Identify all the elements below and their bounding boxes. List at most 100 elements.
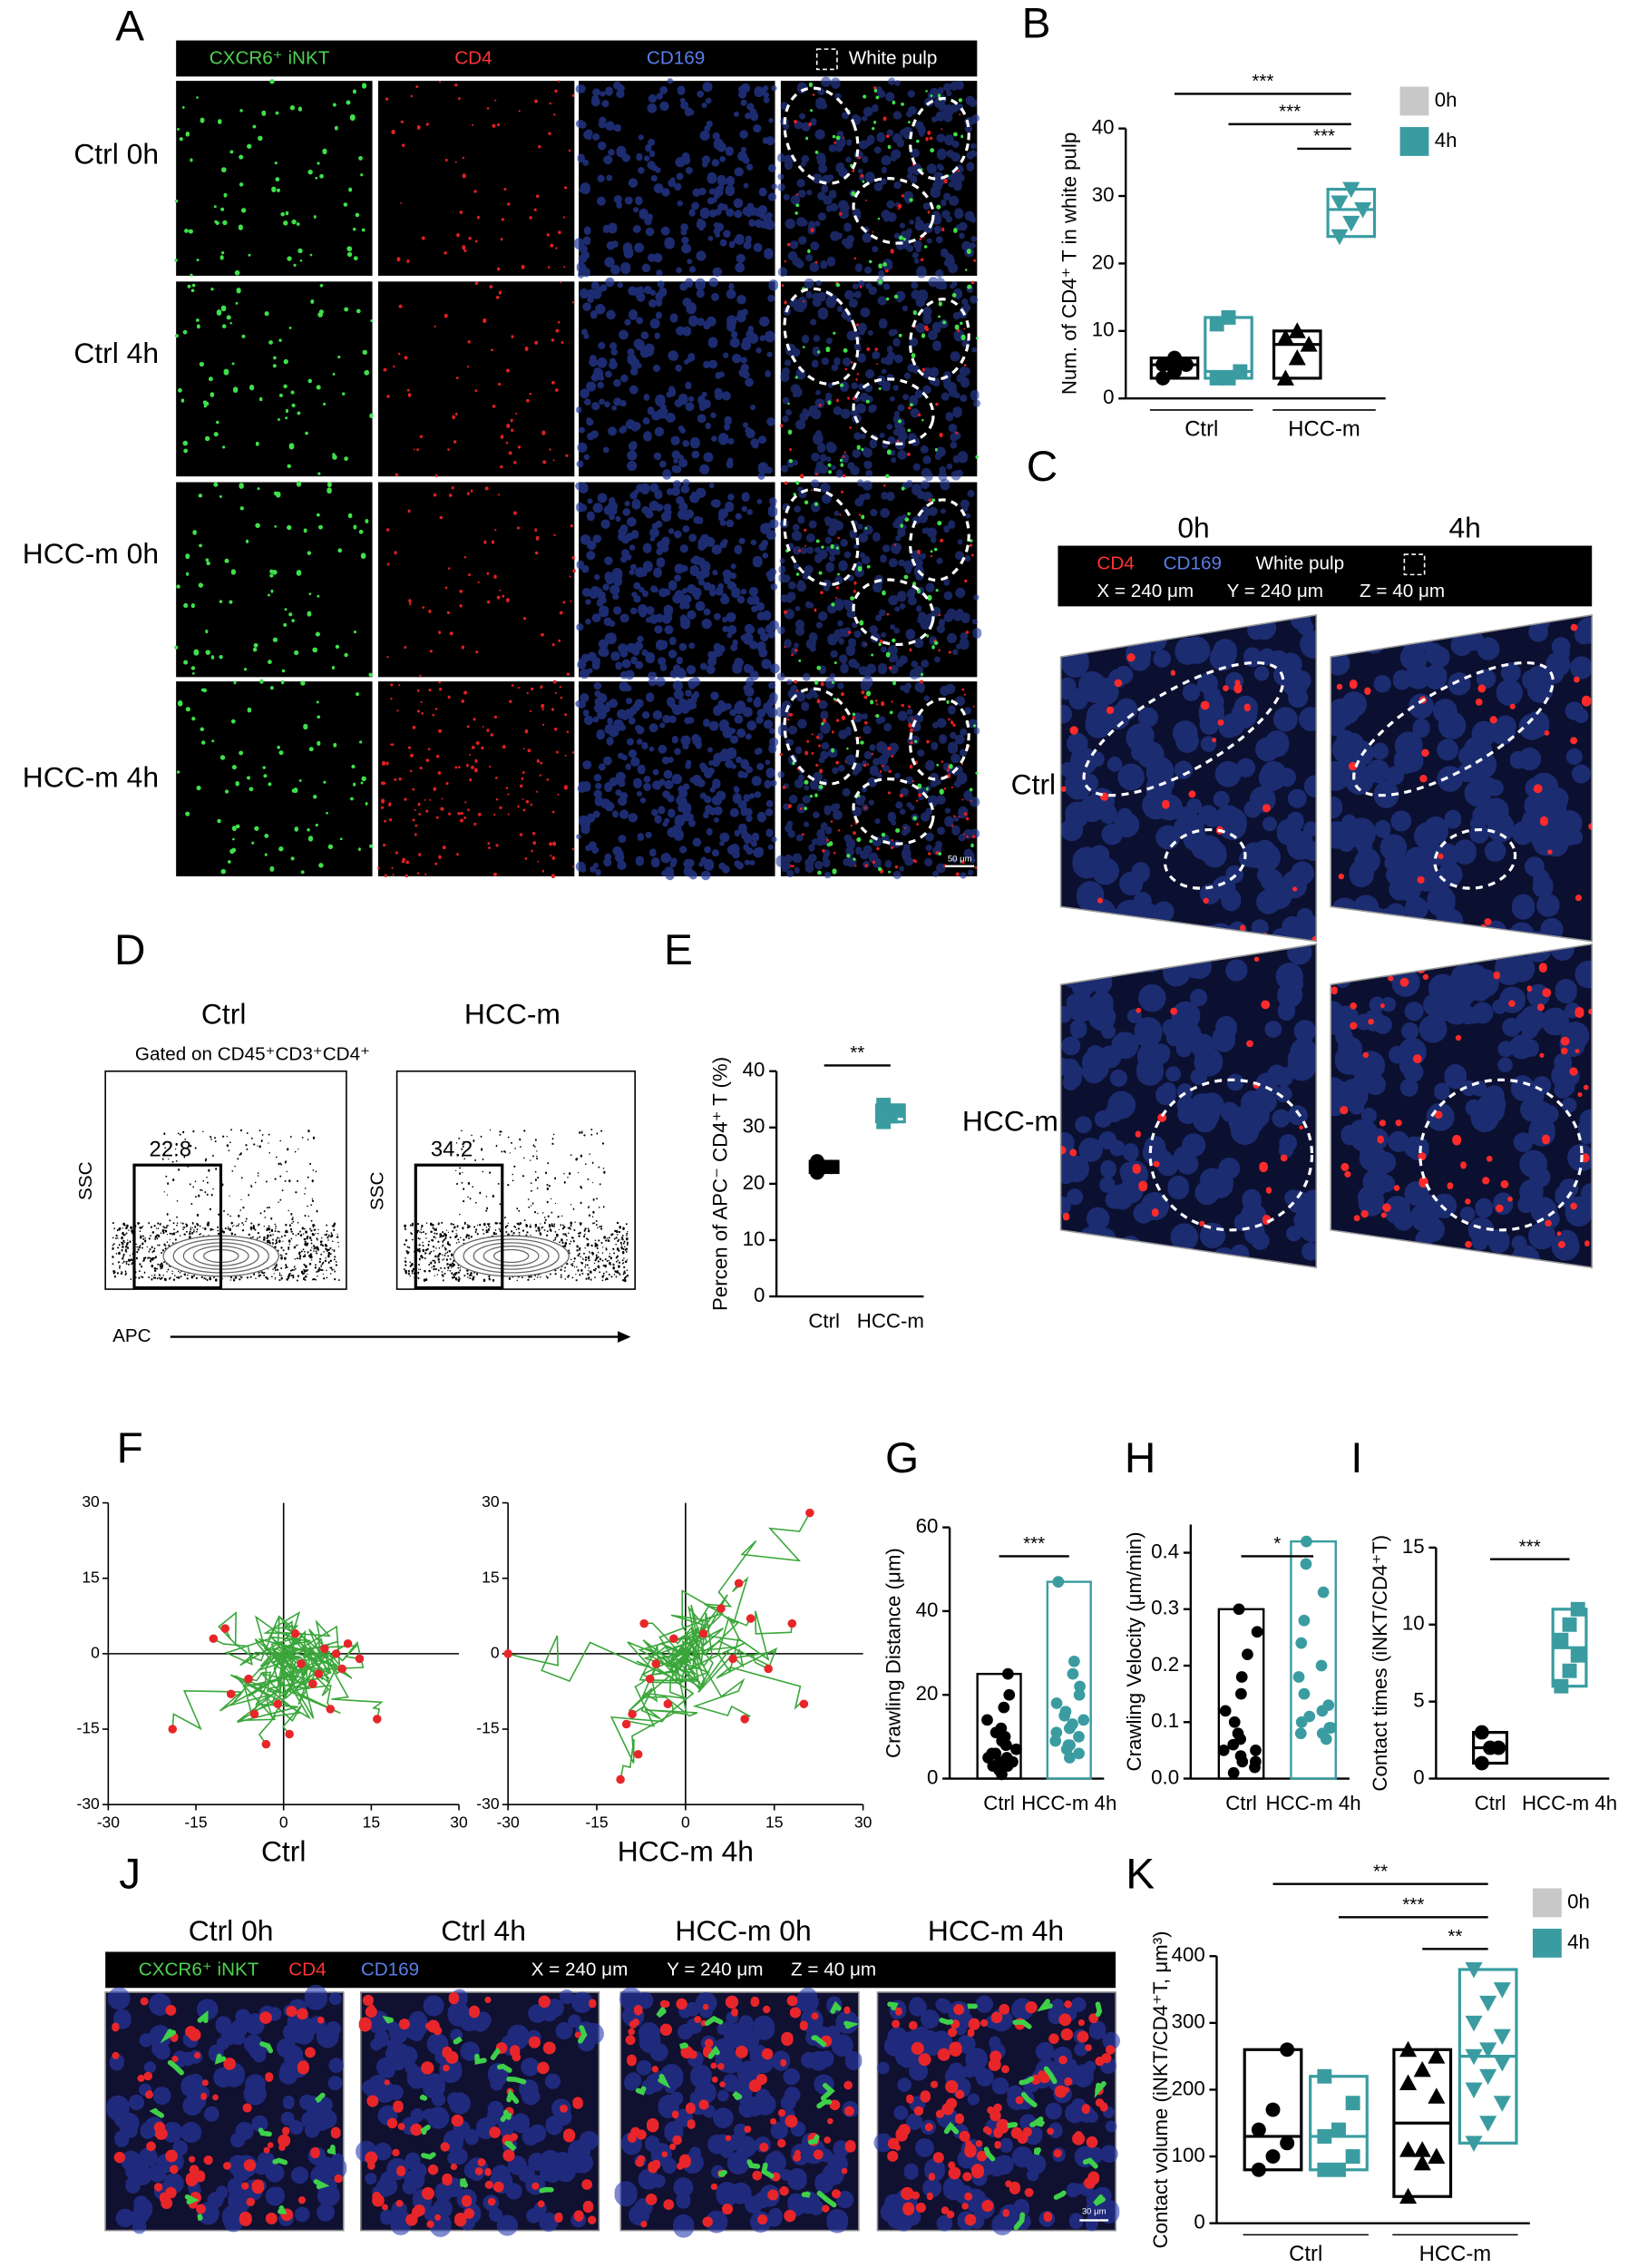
- data-point: [1465, 2136, 1483, 2152]
- track: [680, 1604, 752, 1668]
- y-axis-title: Contact times (iNKT/CD4⁺T): [1369, 1535, 1391, 1792]
- data-point: [1077, 1714, 1090, 1726]
- channel-label: CD4: [288, 1960, 326, 1980]
- data-point: [1227, 1766, 1240, 1779]
- data-point: [1331, 195, 1349, 212]
- row-label: Ctrl 4h: [73, 337, 159, 369]
- axis-label: SSC: [366, 1172, 387, 1211]
- data-point: [1295, 1637, 1308, 1649]
- track-endpoint: [639, 1618, 648, 1628]
- data-point: [1301, 1535, 1312, 1548]
- data-point: [1479, 1995, 1497, 2012]
- significance-label: ***: [1313, 126, 1335, 147]
- track-endpoint: [244, 1674, 253, 1684]
- micrograph: [377, 81, 575, 276]
- track: [258, 1637, 338, 1701]
- contour: [463, 1238, 560, 1274]
- data-point: [995, 1722, 1008, 1735]
- channel-label: CD169: [1164, 553, 1222, 574]
- track-endpoint: [787, 1618, 797, 1628]
- y-tick-label: 0: [927, 1765, 938, 1788]
- white-pulp-outline: [1082, 660, 1285, 797]
- data-point: [1399, 2074, 1418, 2091]
- axis-label: APC: [112, 1325, 151, 1346]
- column-label: 0h: [1177, 511, 1209, 543]
- y-axis-title: Num. of CD4⁺ T in white pulp: [1058, 132, 1081, 395]
- data-point: [1317, 1586, 1330, 1598]
- contour: [483, 1246, 540, 1266]
- track-endpoint: [273, 1699, 283, 1709]
- x-tick-label: HCC-m: [857, 1310, 924, 1333]
- micrograph: [176, 281, 373, 477]
- panel-letter: D: [114, 926, 145, 974]
- y-tick-label: 0: [1194, 2211, 1204, 2234]
- y-tick-label: 10: [743, 1227, 765, 1250]
- outline-icon: [815, 48, 838, 71]
- x-axis-title: Ctrl: [261, 1835, 306, 1868]
- track: [282, 1653, 341, 1715]
- data-point: [1493, 1982, 1511, 1999]
- data-point: [1167, 350, 1182, 366]
- data-point: [1178, 357, 1194, 372]
- data-point: [1331, 229, 1349, 246]
- y-tick-label: 30: [82, 1492, 100, 1510]
- track-endpoint: [355, 1654, 365, 1664]
- white-pulp-outline: [852, 777, 935, 846]
- x-tick-label: HCC-m 4h: [1266, 1792, 1361, 1814]
- column-label: Ctrl 0h: [189, 1914, 274, 1947]
- row-label: HCC-m: [962, 1104, 1058, 1137]
- data-point: [1428, 2147, 1446, 2165]
- data-point: [1068, 1655, 1080, 1667]
- y-tick-label: 0: [91, 1643, 100, 1661]
- gate: [132, 1163, 223, 1290]
- data-point: [1276, 328, 1294, 346]
- track: [638, 1622, 699, 1668]
- track: [685, 1640, 804, 1710]
- data-point: [1049, 1735, 1062, 1747]
- signal: [112, 1997, 343, 2226]
- data-point: [1050, 1697, 1063, 1709]
- y-tick-label: 15: [82, 1568, 99, 1586]
- track-endpoint: [764, 1664, 773, 1674]
- y-axis-title: Crawling Distance (μm): [882, 1548, 905, 1758]
- contour: [492, 1248, 530, 1264]
- x-tick-label: -30: [496, 1813, 520, 1831]
- data-point: [1428, 2087, 1446, 2104]
- panel-letter: E: [664, 926, 693, 974]
- x-tick-label: Ctrl: [1289, 2242, 1322, 2266]
- legend-label: 4h: [1435, 129, 1457, 152]
- data-point: [1300, 1558, 1312, 1570]
- data-point: [1317, 2129, 1332, 2144]
- data-point: [1265, 2102, 1281, 2117]
- column-label: 4h: [1448, 511, 1480, 543]
- y-tick-label: 20: [916, 1682, 939, 1705]
- data-point: [1221, 370, 1236, 386]
- data-point: [890, 1103, 905, 1119]
- data-point: [1232, 1727, 1244, 1740]
- track-endpoint: [734, 1579, 744, 1589]
- y-tick-label: 0: [754, 1284, 765, 1306]
- volume-frame: [1059, 613, 1318, 943]
- data-point: [1399, 2187, 1418, 2204]
- data-point: [1474, 1755, 1489, 1771]
- legend-swatch: [1399, 86, 1429, 116]
- signal: [777, 76, 980, 279]
- y-tick-label: 0.3: [1151, 1597, 1179, 1619]
- dimension-label: Y = 240 μm: [1227, 581, 1323, 601]
- track-endpoint: [628, 1709, 637, 1719]
- y-tick-label: 300: [1172, 2010, 1205, 2033]
- data-point: [1474, 1725, 1489, 1740]
- data-point: [1242, 1648, 1253, 1660]
- bar: [1290, 1540, 1337, 1780]
- legend-label: 4h: [1567, 1931, 1590, 1953]
- data-point: [1465, 1962, 1483, 1979]
- signal: [614, 1987, 863, 2238]
- bar: [1046, 1580, 1092, 1780]
- channel-label: CD4: [454, 48, 492, 69]
- data-point: [1209, 370, 1224, 386]
- data-point: [1235, 1687, 1247, 1700]
- micrograph: [377, 482, 575, 678]
- signal: [377, 679, 575, 879]
- signal: [784, 86, 977, 273]
